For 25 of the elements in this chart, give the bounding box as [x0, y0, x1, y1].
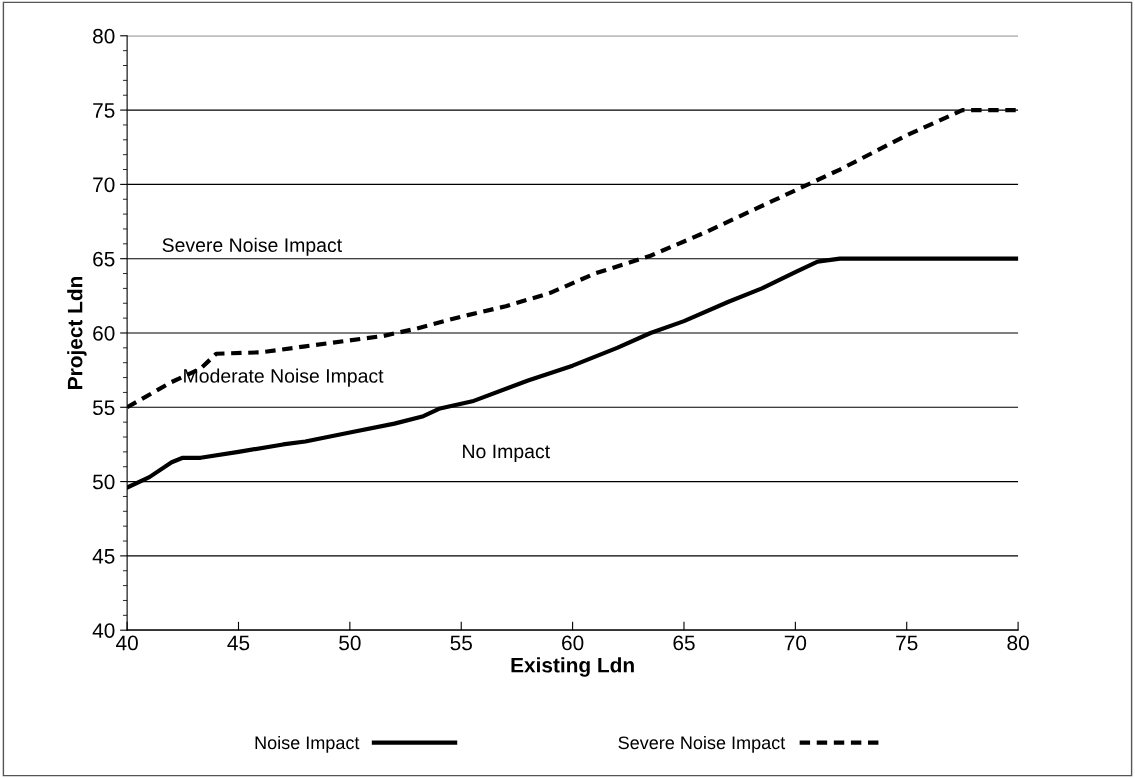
x-tick-label: 50: [339, 635, 361, 651]
annotation: Severe Noise Impact: [162, 237, 342, 256]
annotation: Moderate Noise Impact: [184, 368, 384, 387]
x-tick-label: 45: [227, 635, 250, 651]
y-tick-label: 55: [92, 400, 115, 416]
y-tick-label: 75: [93, 103, 115, 118]
y-tick-label: 60: [93, 325, 115, 341]
x-tick-label: 40: [116, 635, 138, 651]
y-tick-label: 65: [93, 251, 115, 267]
y-tick-label: 70: [93, 177, 115, 193]
x-tick-label: 75: [896, 635, 918, 651]
x-tick-label: 60: [562, 635, 584, 651]
y-tick-label: 45: [92, 549, 115, 564]
x-axis-title: Existing Ldn: [511, 657, 634, 677]
x-tick-label: 55: [450, 635, 472, 651]
x-tick-label: 70: [784, 635, 807, 651]
y-tick-label: 80: [93, 28, 115, 44]
legend-label: Severe Noise Impact: [618, 735, 786, 753]
y-tick-label: 50: [92, 474, 115, 490]
y-tick-label: 40: [92, 623, 115, 638]
x-tick-label: 80: [1007, 635, 1029, 651]
legend-label: Noise Impact: [255, 735, 360, 753]
x-tick-label: 65: [673, 635, 695, 651]
annotation: No Impact: [463, 444, 550, 463]
y-axis-title: Project Ldn: [67, 276, 87, 389]
